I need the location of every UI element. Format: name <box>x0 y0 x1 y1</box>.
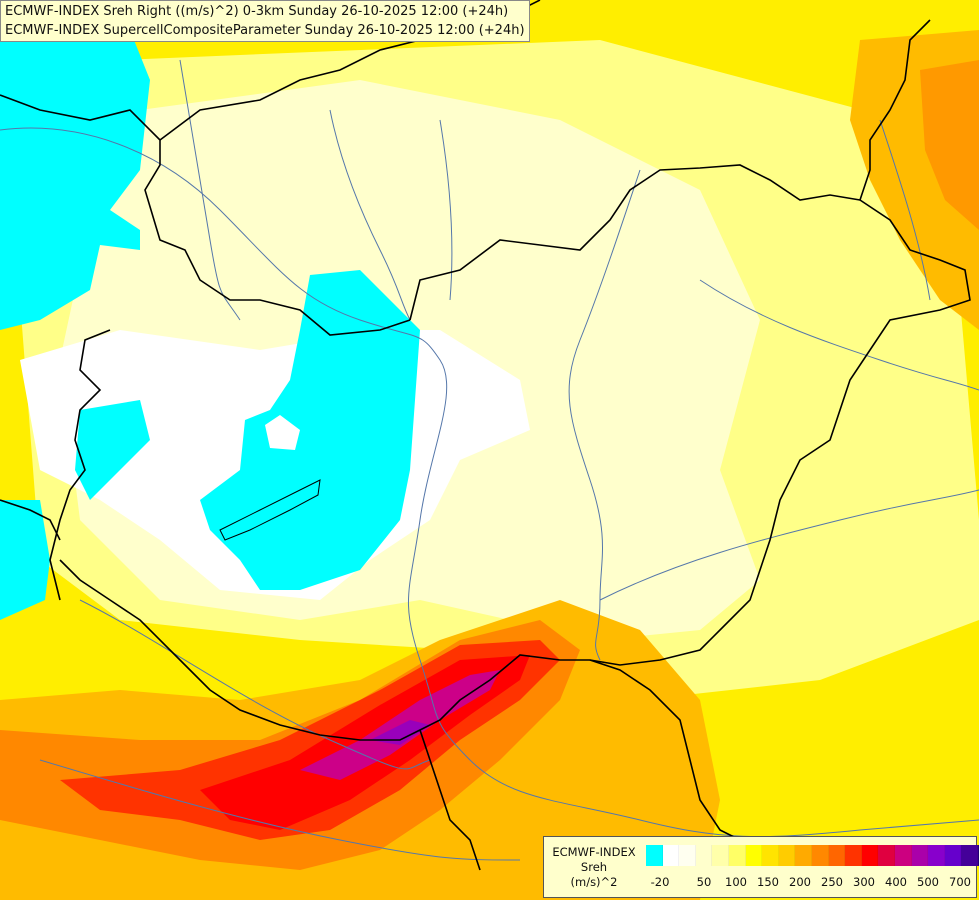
field-cyan-lake <box>200 270 420 590</box>
map-title-box: ECMWF-INDEX Sreh Right ((m/s)^2) 0-3km S… <box>0 0 530 42</box>
legend-swatch <box>861 845 879 866</box>
field-cyan-left-box <box>75 400 150 500</box>
legend-swatch <box>977 845 979 866</box>
legend-swatch <box>646 845 663 866</box>
legend-swatches <box>646 845 979 866</box>
legend-tick-label: 200 <box>789 875 811 889</box>
legend-swatch <box>695 845 713 866</box>
legend-swatch <box>944 845 962 866</box>
legend-swatch <box>778 845 796 866</box>
border-hu-ro <box>589 199 971 666</box>
legend-labels: ECMWF-INDEX Sreh (m/s)^2 <box>548 845 640 890</box>
legend-param: Sreh <box>580 860 608 874</box>
legend-swatch <box>828 845 846 866</box>
legend-swatch <box>745 845 763 866</box>
legend-tick-label: 500 <box>917 875 939 889</box>
title-line-1: ECMWF-INDEX Sreh Right ((m/s)^2) 0-3km S… <box>5 4 509 19</box>
legend-ticks: -20 50 100 150 200 250 300 400 500 700 <box>646 875 976 891</box>
border-hr-rs <box>419 729 481 871</box>
river-olt <box>879 119 931 301</box>
legend-tick-label: 100 <box>725 875 747 889</box>
legend-swatch <box>845 845 862 866</box>
legend-tick-label: 300 <box>853 875 875 889</box>
river-hron <box>439 119 453 301</box>
border-hu-rs <box>59 559 590 741</box>
legend-swatch <box>795 845 812 866</box>
rivers <box>0 59 979 861</box>
river-sava <box>39 759 521 861</box>
border-ro-rs <box>589 659 741 841</box>
river-mures <box>599 489 979 601</box>
field-orange-ne-core <box>920 60 979 230</box>
lake-balaton <box>219 479 321 541</box>
legend-swatch <box>878 845 895 866</box>
legend-tick-label: 250 <box>821 875 843 889</box>
legend-swatch <box>728 845 746 866</box>
legend-tick-label: -20 <box>650 875 670 889</box>
legend-tick-label: 150 <box>757 875 779 889</box>
legend-swatch <box>712 845 729 866</box>
legend-swatch <box>911 845 929 866</box>
border-cz-at <box>0 94 411 336</box>
field-white-island <box>265 415 300 450</box>
field-cyan-left-mid <box>0 500 50 620</box>
legend-swatch <box>894 845 912 866</box>
legend-swatch <box>679 845 696 866</box>
legend-tick-label: 700 <box>949 875 971 889</box>
legend-tick-label: 400 <box>885 875 907 889</box>
field-purple-core <box>370 720 430 745</box>
legend-title: ECMWF-INDEX <box>552 845 636 859</box>
legend-swatch <box>928 845 945 866</box>
legend-tick-label: 50 <box>696 875 712 889</box>
legend-unit: (m/s)^2 <box>570 875 618 889</box>
color-legend: ECMWF-INDEX Sreh (m/s)^2 -20 50 100 150 200 2… <box>543 836 979 898</box>
country-borders <box>0 0 971 871</box>
legend-swatch <box>961 845 978 866</box>
legend-swatch <box>662 845 680 866</box>
legend-swatch <box>811 845 829 866</box>
legend-swatch <box>762 845 779 866</box>
title-line-2: ECMWF-INDEX SupercellCompositeParameter … <box>5 23 525 38</box>
river-tisza <box>568 169 641 661</box>
river-danube <box>0 127 979 838</box>
field-cyan-west <box>0 30 150 330</box>
river-morava <box>179 59 241 321</box>
border-sk-hu <box>409 19 931 321</box>
river-somes <box>699 279 979 391</box>
river-vah <box>329 109 411 321</box>
border-at-si <box>0 499 61 541</box>
